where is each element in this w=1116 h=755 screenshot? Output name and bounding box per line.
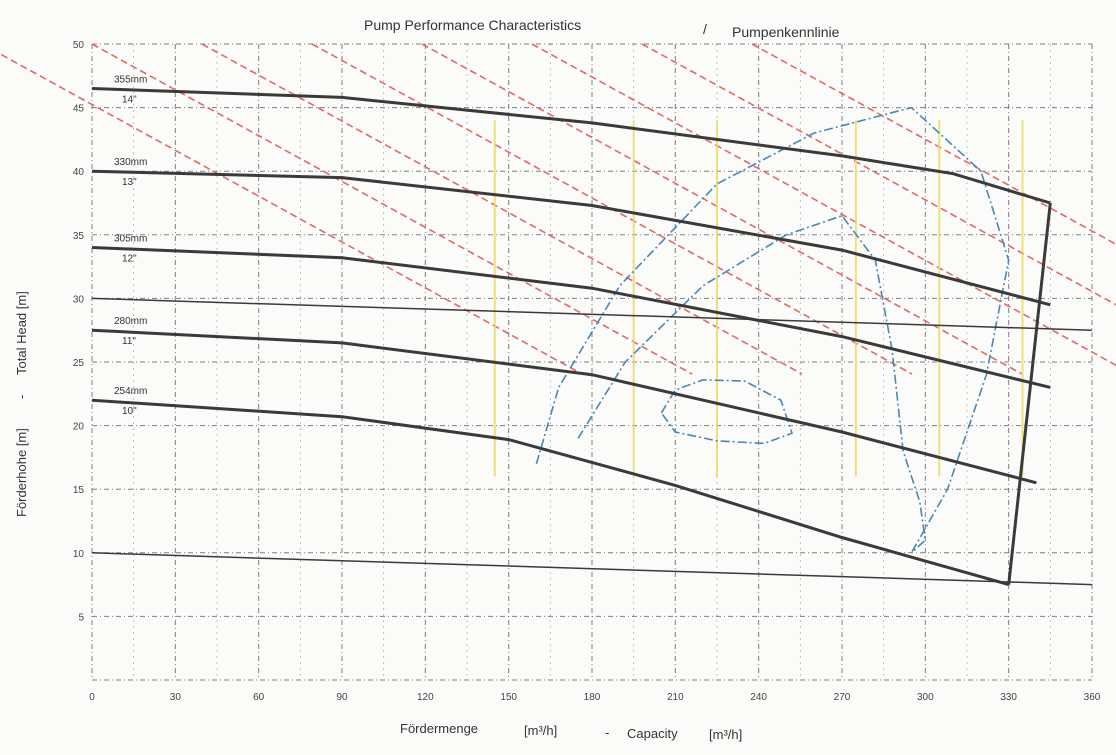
x-tick-label: 300 [917,692,934,703]
diameter-label-in: 13" [122,177,137,188]
system-curve [91,552,1093,586]
head-curves [91,87,1093,587]
diameter-label-in: 11" [122,336,136,347]
operating-envelope-edge [1007,202,1052,585]
diameter-label-mm: 330mm [114,157,147,168]
diameter-label-in: 12" [122,254,137,265]
x-axis-label-de: Fördermenge [400,721,478,736]
npsh-line [0,52,583,375]
head-curve [91,398,1010,587]
x-tick-label: 180 [584,692,601,703]
diameter-label-in: 10" [122,406,137,417]
y-tick-label: 10 [73,549,85,560]
y-tick-label: 20 [73,422,85,433]
chart-title-de: Pumpenkennlinie [732,24,840,40]
npsh-line [91,43,693,375]
x-tick-label: 270 [834,692,851,703]
head-curve [91,169,1051,307]
chart-title-en: Pump Performance Characteristics [364,17,581,33]
y-axis-label-separator: - [14,395,29,399]
y-axis-label-en: Total Head [m] [14,291,29,375]
diameter-label-mm: 305mm [114,234,147,245]
head-curve [91,246,1051,389]
head-curve [91,328,1037,485]
x-tick-label: 360 [1084,692,1101,703]
x-tick-label: 0 [89,692,95,703]
curve-labels: 355mm 14" 330mm 13" 305mm 12" 280mm 11" 254mm 10" [114,75,147,418]
y-tick-label: 5 [78,612,84,623]
chart-title: Pump Performance Characteristics / Pumpe… [364,17,840,40]
tick-labels: 0 30 60 90 120 150 180 210 240 270 300 330 360 5 10 15 2… [73,40,1101,703]
efficiency-contours [535,106,1010,554]
npsh-line [641,43,1116,306]
npsh-line [531,43,1116,367]
npsh-line [421,43,1023,375]
y-tick-label: 15 [73,485,85,496]
efficiency-contour [535,106,1010,554]
x-axis-label-en-unit: [m³/h] [709,727,742,742]
npsh-line [201,43,803,375]
diameter-label-mm: 280mm [114,316,147,327]
diameter-label-in: 14" [122,95,137,106]
system-curve [91,297,1093,331]
x-tick-label: 210 [667,692,684,703]
x-axis-label-separator: - [605,725,609,740]
x-tick-label: 60 [253,692,265,703]
y-tick-label: 35 [73,231,85,242]
x-tick-label: 30 [170,692,182,703]
npsh-line [751,43,1116,246]
diameter-label-mm: 254mm [114,386,147,397]
x-tick-label: 150 [500,692,517,703]
chart-title-separator: / [703,21,707,37]
y-tick-label: 25 [73,358,85,369]
x-tick-label: 330 [1000,692,1017,703]
npsh-lines [0,43,1116,375]
y-tick-label: 50 [73,40,85,51]
x-tick-label: 120 [417,692,434,703]
y-tick-label: 30 [73,294,85,305]
head-curve [91,87,1051,205]
x-tick-label: 90 [336,692,348,703]
x-axis-label-de-unit: [m³/h] [524,723,557,738]
x-axis-label-en: Capacity [627,726,678,741]
y-axis-label-de: Förderhohe [m] [14,428,29,517]
diameter-label-mm: 355mm [114,75,147,86]
y-tick-label: 45 [73,104,85,115]
x-tick-label: 240 [750,692,767,703]
efficiency-contour [660,378,794,445]
x-axis-label: Fördermenge [m³/h] - Capacity [m³/h] [400,721,742,742]
y-tick-label: 40 [73,167,85,178]
y-axis-label: Förderhohe [m] - Total Head [m] [14,291,29,517]
